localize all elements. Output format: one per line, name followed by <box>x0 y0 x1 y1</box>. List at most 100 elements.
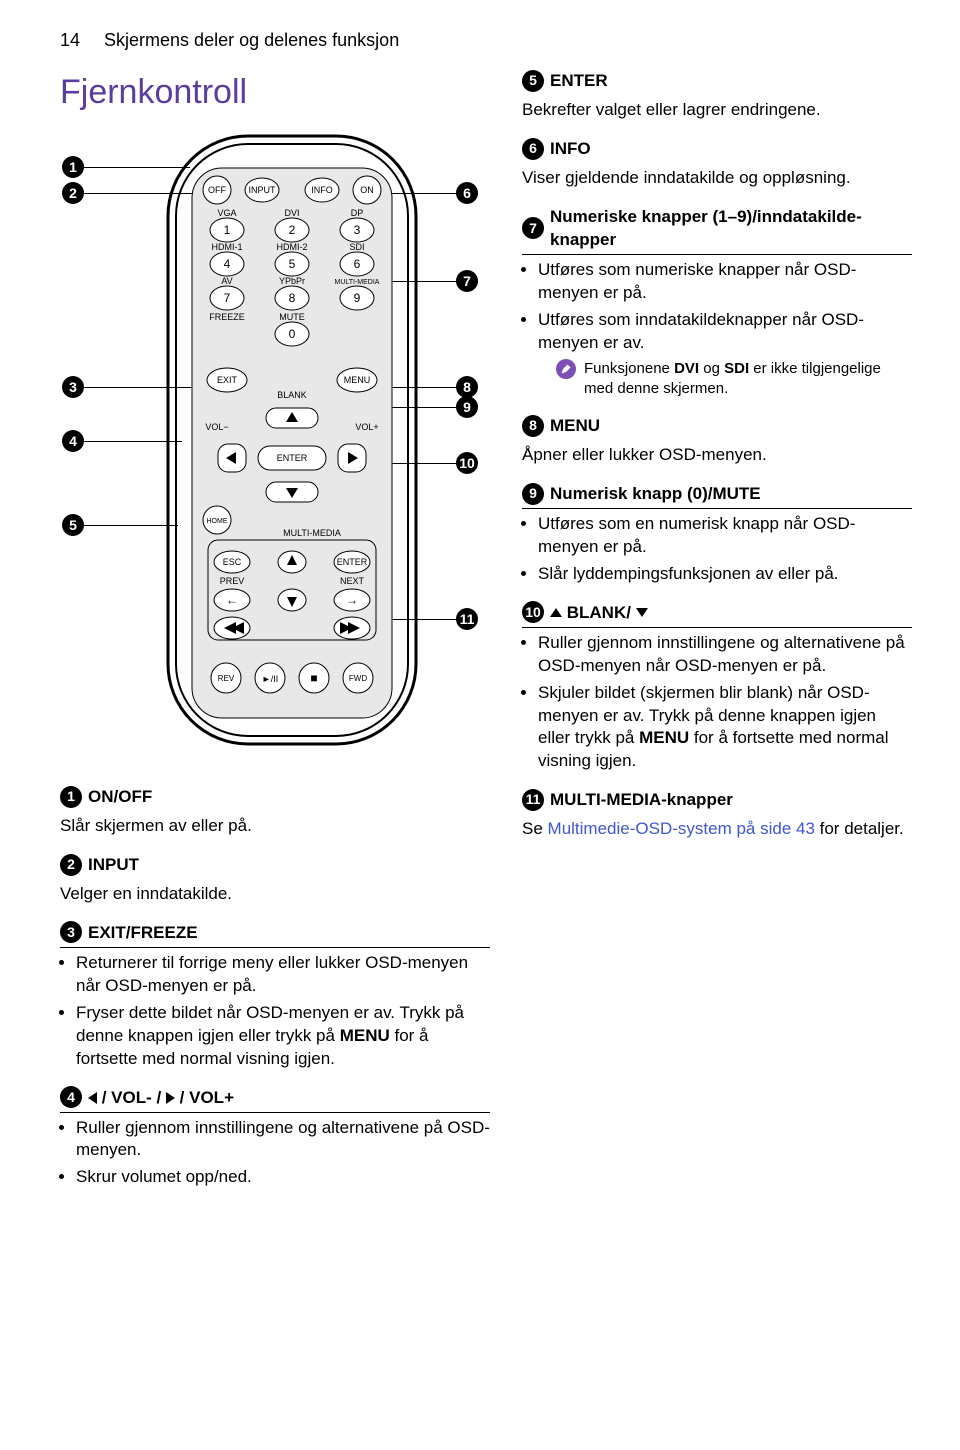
item-number: 2 <box>60 854 82 876</box>
svg-text:3: 3 <box>354 223 361 237</box>
item-number: 7 <box>522 217 544 239</box>
svg-text:INFO: INFO <box>311 185 333 195</box>
svg-text:8: 8 <box>289 291 296 305</box>
arrow-right-icon <box>166 1092 175 1104</box>
svg-text:MULTI-MEDIA: MULTI-MEDIA <box>335 279 380 286</box>
svg-text:←: ← <box>226 593 238 607</box>
svg-text:AV: AV <box>221 276 232 286</box>
svg-text:ENTER: ENTER <box>277 453 308 463</box>
item-11: 11 MULTI-MEDIA-knapper Se Multimedie-OSD… <box>522 789 912 841</box>
bullet: Utføres som en numerisk knapp når OSD-me… <box>538 513 912 559</box>
pencil-icon <box>556 359 576 379</box>
svg-text:OFF: OFF <box>208 185 226 195</box>
item-number: 1 <box>60 786 82 808</box>
bullet: Returnerer til forrige meny eller lukker… <box>76 952 490 998</box>
cross-ref-link[interactable]: Multimedie-OSD-system på side 43 <box>548 819 815 838</box>
remote-illustration: 1 2 3 4 5 6 7 8 9 10 <box>60 130 490 770</box>
item-8: 8 MENU Åpner eller lukker OSD-menyen. <box>522 415 912 467</box>
callout-3: 3 <box>62 376 84 398</box>
bullet: Skrur volumet opp/ned. <box>76 1166 490 1189</box>
svg-text:MENU: MENU <box>344 375 371 385</box>
item-number: 11 <box>522 789 544 811</box>
item-heading: / VOL- / / VOL+ <box>88 1087 234 1110</box>
svg-text:2: 2 <box>289 223 296 237</box>
item-number: 3 <box>60 921 82 943</box>
svg-text:EXIT: EXIT <box>217 375 238 385</box>
item-10: 10 BLANK/ Ruller gjennom innstillingene … <box>522 602 912 774</box>
item-heading: Numeriske knapper (1–9)/inndatakilde-kna… <box>550 206 912 252</box>
item-number: 10 <box>522 601 544 623</box>
svg-text:0: 0 <box>289 327 296 341</box>
svg-text:BLANK: BLANK <box>277 390 307 400</box>
remote-svg: OFF INPUT INFO ON VGA DVI DP 1 2 3 HDMI-… <box>162 130 422 750</box>
svg-text:FWD: FWD <box>349 674 367 683</box>
bullet: Slår lyddempingsfunksjonen av eller på. <box>538 563 912 586</box>
item-body: Viser gjeldende inndatakilde og oppløsni… <box>522 167 912 190</box>
bullet: Utføres som inndatakildeknapper når OSD-… <box>538 309 912 355</box>
svg-text:NEXT: NEXT <box>340 576 365 586</box>
item-number: 9 <box>522 483 544 505</box>
callout-8: 8 <box>456 376 478 398</box>
section-title: Skjermens deler og delenes funksjon <box>104 28 399 52</box>
item-number: 5 <box>522 70 544 92</box>
svg-text:REV: REV <box>218 674 235 683</box>
item-heading: MENU <box>550 415 600 438</box>
callout-2: 2 <box>62 182 84 204</box>
svg-text:5: 5 <box>289 257 296 271</box>
item-number: 8 <box>522 415 544 437</box>
svg-text:6: 6 <box>354 257 361 271</box>
svg-text:ESC: ESC <box>223 557 242 567</box>
svg-text:VGA: VGA <box>217 208 236 218</box>
item-heading: BLANK/ <box>550 602 648 625</box>
item-heading: EXIT/FREEZE <box>88 922 198 945</box>
callout-4: 4 <box>62 430 84 452</box>
svg-text:MUTE: MUTE <box>279 312 305 322</box>
callout-1: 1 <box>62 156 84 178</box>
item-heading: INPUT <box>88 854 139 877</box>
svg-text:HDMI-1: HDMI-1 <box>212 242 243 252</box>
item-2: 2 INPUT Velger en inndatakilde. <box>60 854 490 906</box>
item-body: Velger en inndatakilde. <box>60 883 490 906</box>
callout-9: 9 <box>456 396 478 418</box>
item-1: 1 ON/OFF Slår skjermen av eller på. <box>60 786 490 838</box>
callout-7: 7 <box>456 270 478 292</box>
bullet: Ruller gjennom innstillingene og alterna… <box>76 1117 490 1163</box>
svg-text:ON: ON <box>360 185 374 195</box>
svg-text:VOL+: VOL+ <box>355 422 378 432</box>
svg-text:HOME: HOME <box>207 518 228 525</box>
item-heading: Numerisk knapp (0)/MUTE <box>550 483 761 506</box>
item-9: 9 Numerisk knapp (0)/MUTE Utføres som en… <box>522 483 912 586</box>
svg-text:PREV: PREV <box>220 576 245 586</box>
svg-text:ENTER: ENTER <box>337 557 368 567</box>
svg-text:VOL−: VOL− <box>205 422 228 432</box>
bullet: Ruller gjennom innstillingene og alterna… <box>538 632 912 678</box>
svg-text:7: 7 <box>224 291 231 305</box>
note: Funksjonene DVI og SDI er ikke tilgjenge… <box>556 359 912 400</box>
svg-text:4: 4 <box>224 257 231 271</box>
item-body: Åpner eller lukker OSD-menyen. <box>522 444 912 467</box>
item-number: 6 <box>522 138 544 160</box>
callout-5: 5 <box>62 514 84 536</box>
item-3: 3 EXIT/FREEZE Returnerer til forrige men… <box>60 922 490 1071</box>
svg-text:YPbPr: YPbPr <box>279 276 305 286</box>
item-5: 5 ENTER Bekrefter valget eller lagrer en… <box>522 70 912 122</box>
svg-text:FREEZE: FREEZE <box>209 312 245 322</box>
item-number: 4 <box>60 1086 82 1108</box>
arrow-up-icon <box>550 608 562 617</box>
svg-text:DVI: DVI <box>284 208 299 218</box>
item-heading: MULTI-MEDIA-knapper <box>550 789 733 812</box>
item-6: 6 INFO Viser gjeldende inndatakilde og o… <box>522 138 912 190</box>
arrow-down-icon <box>636 608 648 617</box>
svg-text:►/II: ►/II <box>262 674 278 684</box>
item-heading: ON/OFF <box>88 786 152 809</box>
item-body: Bekrefter valget eller lagrer endringene… <box>522 99 912 122</box>
item-heading: ENTER <box>550 70 608 93</box>
callout-11: 11 <box>456 608 478 630</box>
callout-6: 6 <box>456 182 478 204</box>
svg-text:MULTI-MEDIA: MULTI-MEDIA <box>283 528 341 538</box>
svg-text:→: → <box>346 593 358 607</box>
bullet: Utføres som numeriske knapper når OSD-me… <box>538 259 912 305</box>
svg-text:9: 9 <box>354 291 361 305</box>
arrow-left-icon <box>88 1092 97 1104</box>
page-title: Fjernkontroll <box>60 70 490 116</box>
